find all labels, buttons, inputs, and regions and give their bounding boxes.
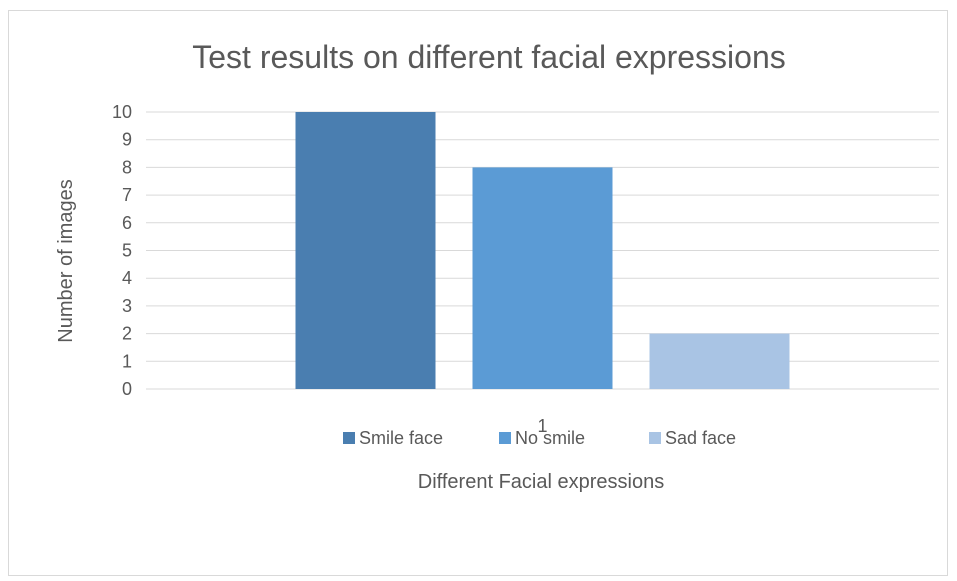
legend-label: No smile	[515, 428, 585, 448]
bar-smile-face	[295, 112, 436, 389]
y-tick-label: 2	[122, 324, 132, 344]
bar-sad-face	[649, 333, 790, 389]
y-axis-label: Number of images	[55, 179, 77, 342]
x-axis-ticks: 1	[537, 416, 547, 436]
y-tick-label: 6	[122, 213, 132, 233]
y-tick-label: 4	[122, 268, 132, 288]
y-tick-label: 1	[122, 351, 132, 371]
y-tick-label: 7	[122, 185, 132, 205]
bar-no-smile	[472, 167, 613, 389]
legend-label: Sad face	[665, 428, 736, 448]
x-tick-label: 1	[537, 416, 547, 436]
y-tick-label: 5	[122, 241, 132, 261]
chart-title: Test results on different facial express…	[192, 39, 785, 75]
legend-swatch	[343, 432, 355, 444]
y-axis-ticks: 0 1 2 3 4 5 6 7 8 9 10	[112, 102, 132, 399]
legend-swatch	[499, 432, 511, 444]
bars	[295, 112, 790, 389]
legend-label: Smile face	[359, 428, 443, 448]
chart-area: Test results on different facial express…	[8, 10, 948, 576]
legend: Smile face No smile Sad face	[343, 428, 736, 448]
legend-swatch	[649, 432, 661, 444]
chart-svg: Test results on different facial express…	[55, 39, 939, 493]
y-tick-label: 3	[122, 296, 132, 316]
y-tick-label: 0	[122, 379, 132, 399]
y-tick-label: 9	[122, 130, 132, 150]
y-tick-label: 8	[122, 157, 132, 177]
x-axis-label: Different Facial expressions	[418, 471, 664, 493]
y-tick-label: 10	[112, 102, 132, 122]
